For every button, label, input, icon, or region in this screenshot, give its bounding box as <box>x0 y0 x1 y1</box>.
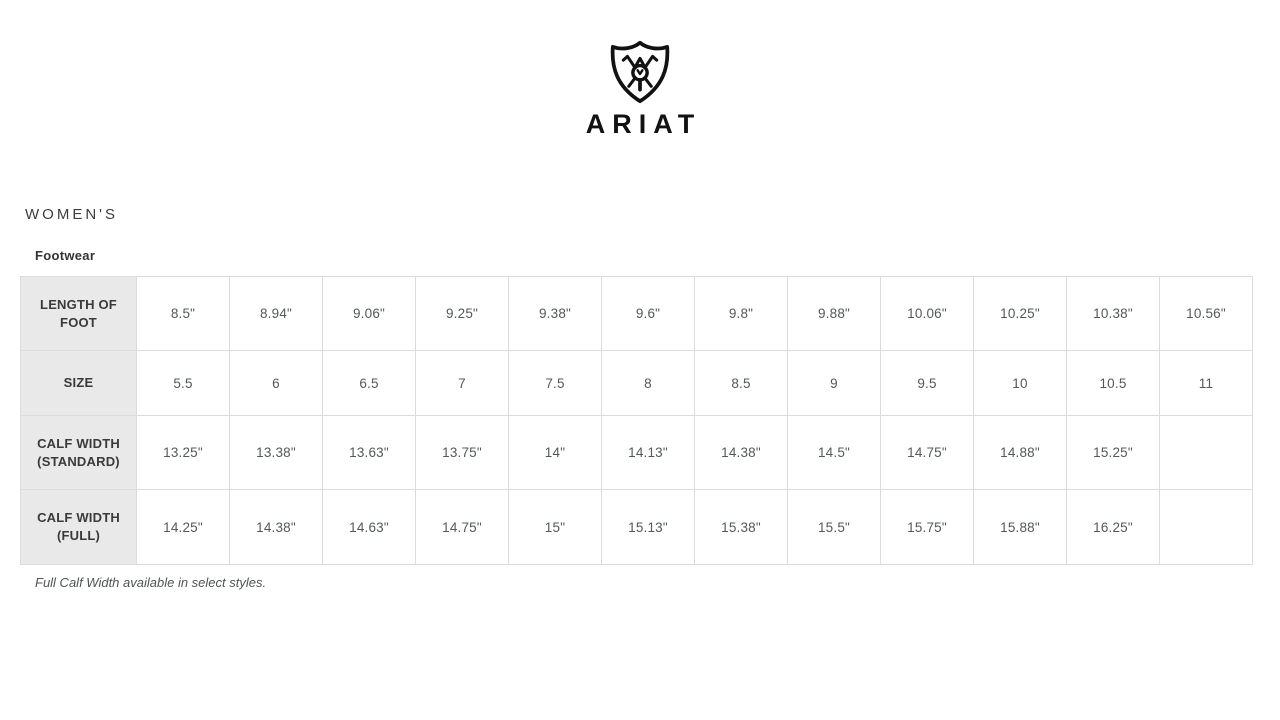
size-chart-cell: 8.5 <box>694 350 788 416</box>
size-chart-cell: 14.13" <box>601 415 695 490</box>
table-row: CALF WIDTH (STANDARD) 13.25" 13.38" 13.63" 1… <box>20 415 1253 490</box>
size-chart-cell: 11 <box>1159 350 1253 416</box>
size-chart-cell: 14.75" <box>880 415 974 490</box>
row-header: SIZE <box>20 350 137 416</box>
size-chart-cell: 9.06" <box>322 276 416 351</box>
size-chart-cell: 9.5 <box>880 350 974 416</box>
section-title-womens: WOMEN'S <box>25 206 119 223</box>
ariat-shield-icon <box>610 40 670 104</box>
size-chart-cell: 14" <box>508 415 602 490</box>
size-chart-cell: 14.38" <box>229 489 323 565</box>
size-chart-cell: 5.5 <box>136 350 230 416</box>
table-row: LENGTH OF FOOT 8.5" 8.94" 9.06" 9.25" 9.38" 9.… <box>20 276 1253 351</box>
size-chart-cell: 14.25" <box>136 489 230 565</box>
size-chart-cell: 15" <box>508 489 602 565</box>
size-chart-cell: 14.5" <box>787 415 881 490</box>
size-chart-cell <box>1159 415 1253 490</box>
size-chart-cell: 15.75" <box>880 489 974 565</box>
size-chart-cell: 8 <box>601 350 695 416</box>
size-chart-cell: 8.5" <box>136 276 230 351</box>
size-chart-cell: 13.25" <box>136 415 230 490</box>
row-header: LENGTH OF FOOT <box>20 276 137 351</box>
size-chart-cell: 14.88" <box>973 415 1067 490</box>
size-chart-cell: 9.38" <box>508 276 602 351</box>
brand-wordmark: ARIAT <box>585 109 702 139</box>
size-chart-cell: 8.94" <box>229 276 323 351</box>
size-chart-cell: 10.06" <box>880 276 974 351</box>
size-chart-cell: 13.63" <box>322 415 416 490</box>
table-row: SIZE 5.5 6 6.5 7 7.5 8 8.5 9 9.5 10 10.5 11 <box>20 350 1253 416</box>
size-chart-cell: 14.63" <box>322 489 416 565</box>
size-chart-cell: 9.6" <box>601 276 695 351</box>
chart-title-footwear: Footwear <box>35 248 96 263</box>
size-chart-cell: 7 <box>415 350 509 416</box>
size-chart-cell: 16.25" <box>1066 489 1160 565</box>
size-chart-cell: 15.88" <box>973 489 1067 565</box>
footnote: Full Calf Width available in select styl… <box>35 575 267 590</box>
row-header: CALF WIDTH (STANDARD) <box>20 415 137 490</box>
size-chart-cell: 10 <box>973 350 1067 416</box>
table-row: CALF WIDTH (FULL) 14.25" 14.38" 14.63" 14.75… <box>20 489 1253 565</box>
size-chart-cell: 9.88" <box>787 276 881 351</box>
size-chart-cell: 9 <box>787 350 881 416</box>
size-chart-cell: 10.38" <box>1066 276 1160 351</box>
size-chart-body: LENGTH OF FOOT 8.5" 8.94" 9.06" 9.25" 9.38" 9.… <box>20 276 1253 565</box>
size-chart-cell: 15.25" <box>1066 415 1160 490</box>
size-chart-cell: 9.25" <box>415 276 509 351</box>
size-chart-cell: 10.56" <box>1159 276 1253 351</box>
ariat-logo: ARIAT <box>0 0 1280 140</box>
size-chart-cell: 13.75" <box>415 415 509 490</box>
size-chart-cell: 6.5 <box>322 350 416 416</box>
size-chart-cell: 9.8" <box>694 276 788 351</box>
size-chart-cell: 15.38" <box>694 489 788 565</box>
size-chart-cell: 10.25" <box>973 276 1067 351</box>
size-chart-cell: 10.5 <box>1066 350 1160 416</box>
size-chart-cell: 7.5 <box>508 350 602 416</box>
size-chart-cell: 15.5" <box>787 489 881 565</box>
size-chart-cell: 13.38" <box>229 415 323 490</box>
size-chart-cell: 15.13" <box>601 489 695 565</box>
row-header: CALF WIDTH (FULL) <box>20 489 137 565</box>
size-chart-cell <box>1159 489 1253 565</box>
size-chart-cell: 14.38" <box>694 415 788 490</box>
size-chart-cell: 14.75" <box>415 489 509 565</box>
size-chart-cell: 6 <box>229 350 323 416</box>
size-chart-table: LENGTH OF FOOT 8.5" 8.94" 9.06" 9.25" 9.38" 9.… <box>20 276 1253 565</box>
